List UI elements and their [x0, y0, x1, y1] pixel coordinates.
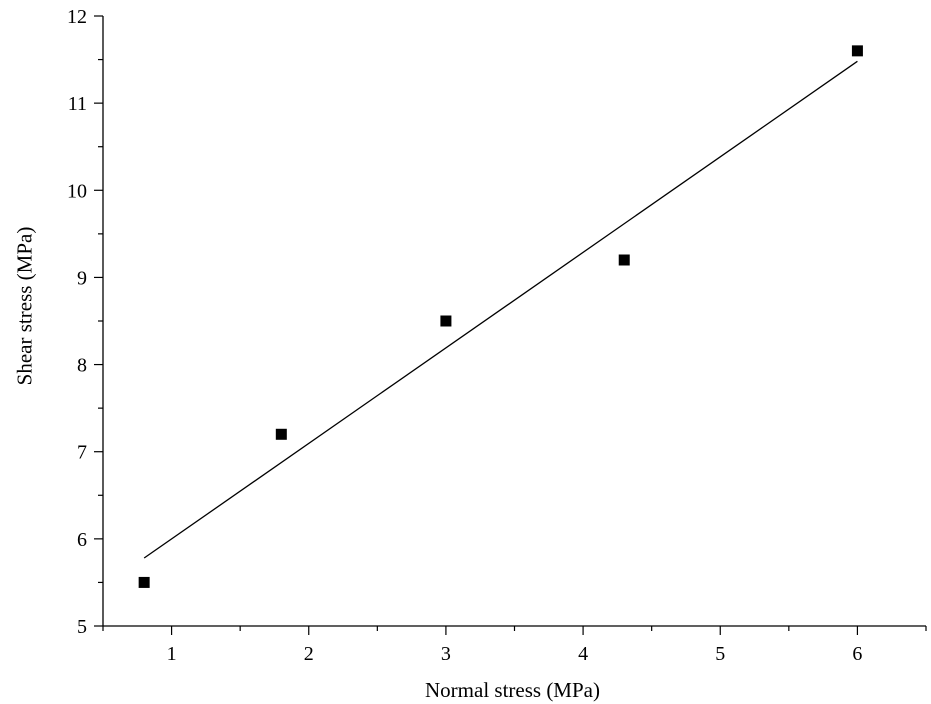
fit-line: [143, 60, 858, 559]
y-axis-title: Shear stress (MPa): [12, 227, 36, 386]
data-point-marker: [440, 315, 452, 327]
x-tick-label: 6: [852, 643, 862, 665]
y-tick-label: 10: [67, 180, 87, 202]
y-tick-label: 9: [77, 267, 87, 289]
x-tick-label: 5: [715, 643, 725, 665]
x-tick-label: 2: [304, 643, 314, 665]
y-tick-label: 7: [77, 442, 87, 464]
y-tick-label: 8: [77, 355, 87, 377]
x-tick-label: 1: [167, 643, 177, 665]
data-point-marker: [618, 254, 630, 266]
fit-line-layer: [143, 60, 858, 559]
data-points-layer: [138, 45, 863, 588]
x-axis-title: Normal stress (MPa): [425, 678, 600, 702]
x-tick-label: 4: [578, 643, 588, 665]
data-point-marker: [138, 576, 150, 588]
y-tick-label: 5: [77, 616, 87, 638]
y-tick-label: 12: [67, 6, 87, 28]
data-point-marker: [851, 45, 863, 57]
y-tick-label: 11: [68, 93, 87, 115]
y-tick-label: 6: [77, 529, 87, 551]
data-point-marker: [275, 428, 287, 440]
x-tick-label: 3: [441, 643, 451, 665]
